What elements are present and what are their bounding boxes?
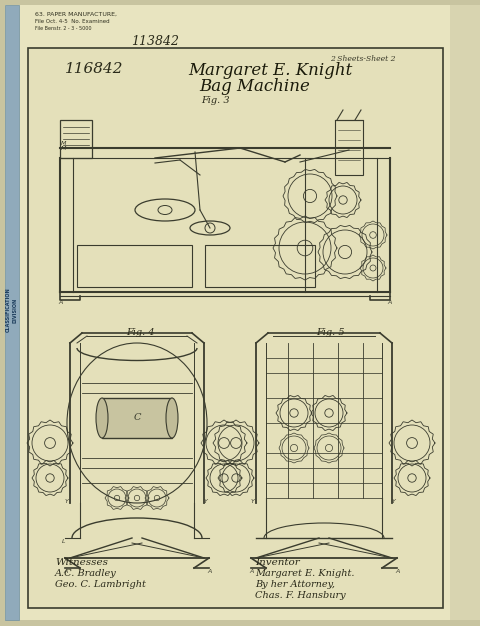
- Bar: [77, 245, 192, 287]
- Ellipse shape: [166, 398, 178, 438]
- Text: M: M: [61, 141, 66, 146]
- Text: A: A: [58, 300, 62, 305]
- Text: M: M: [61, 146, 66, 151]
- Text: 116842: 116842: [65, 62, 123, 76]
- Bar: [205, 245, 315, 287]
- Text: A: A: [395, 569, 399, 574]
- Text: Fig. 5: Fig. 5: [316, 328, 344, 337]
- Text: Witnesses: Witnesses: [55, 558, 108, 567]
- Text: CLASSIFICATION
DIVISION: CLASSIFICATION DIVISION: [6, 287, 18, 332]
- Text: Y: Y: [392, 499, 396, 504]
- Text: Y: Y: [65, 499, 69, 504]
- Text: By her Attorney,: By her Attorney,: [255, 580, 335, 589]
- Text: Y: Y: [204, 499, 208, 504]
- Text: Margaret E. Knight: Margaret E. Knight: [188, 62, 352, 79]
- Text: Inventor: Inventor: [255, 558, 300, 567]
- Text: 63. PAPER MANUFACTURE,: 63. PAPER MANUFACTURE,: [35, 12, 117, 17]
- Text: Fig. 3: Fig. 3: [201, 96, 229, 105]
- Text: File Benstr. 2 - 3 - 5000: File Benstr. 2 - 3 - 5000: [35, 26, 92, 31]
- Text: Y: Y: [251, 499, 255, 504]
- Text: Bag Machine: Bag Machine: [200, 78, 311, 95]
- Text: Chas. F. Hansbury: Chas. F. Hansbury: [255, 591, 346, 600]
- Text: Fig. 4: Fig. 4: [126, 328, 154, 337]
- Text: A: A: [207, 569, 211, 574]
- Text: Geo. C. Lambright: Geo. C. Lambright: [55, 580, 146, 589]
- Text: C: C: [133, 414, 141, 423]
- Text: L: L: [62, 539, 65, 544]
- Text: 113842: 113842: [131, 35, 179, 48]
- Text: A: A: [387, 300, 391, 305]
- Bar: [60, 120, 92, 158]
- Text: A.C. Bradley: A.C. Bradley: [55, 569, 117, 578]
- Text: A: A: [249, 569, 253, 574]
- Bar: [102, 398, 172, 438]
- Text: A: A: [63, 569, 67, 574]
- Bar: [5, 5, 19, 620]
- Ellipse shape: [96, 398, 108, 438]
- Text: Margaret E. Knight.: Margaret E. Knight.: [255, 569, 355, 578]
- Text: 2 Sheets-Sheet 2: 2 Sheets-Sheet 2: [330, 55, 396, 63]
- Bar: [450, 5, 480, 620]
- Bar: [28, 48, 443, 608]
- Text: File Oct. 4-5  No. Examined: File Oct. 4-5 No. Examined: [35, 19, 109, 24]
- Bar: [335, 120, 363, 175]
